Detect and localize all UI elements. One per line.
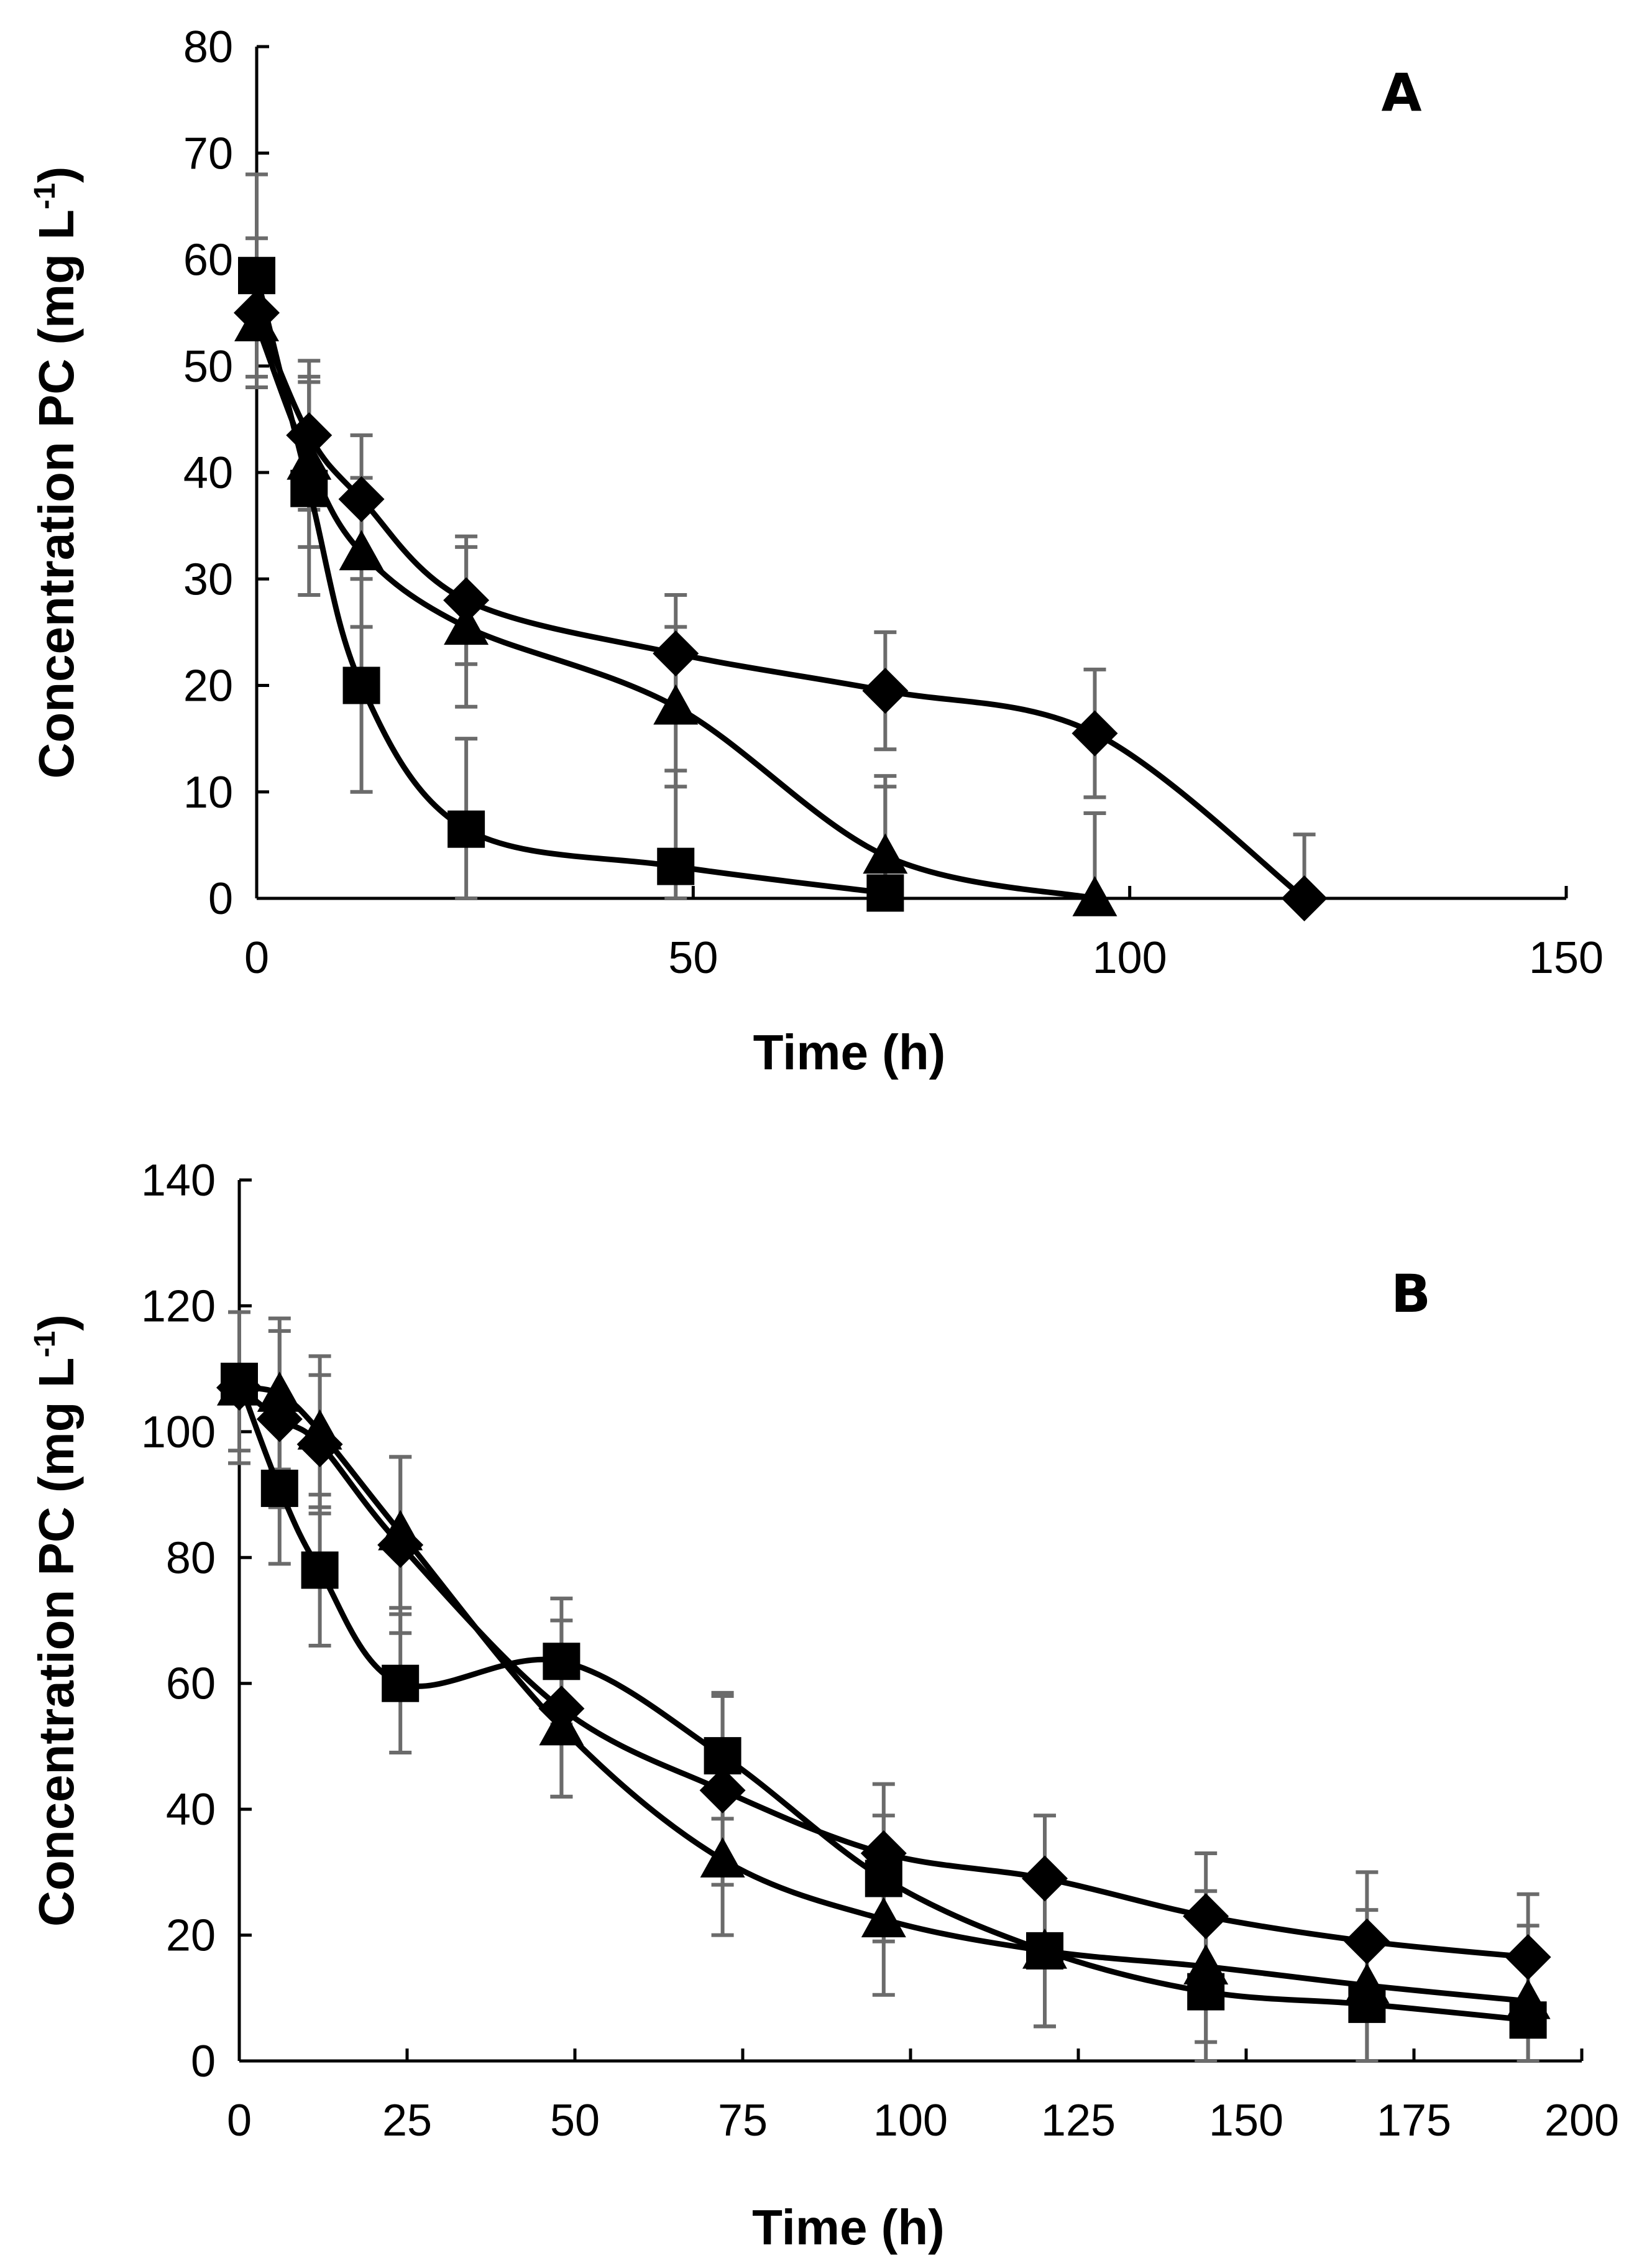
x-tick-label: 150 bbox=[1529, 933, 1604, 983]
x-tick-label: 175 bbox=[1377, 2096, 1451, 2145]
x-tick-label: 50 bbox=[550, 2096, 600, 2145]
diamond-point bbox=[443, 577, 490, 624]
square-point bbox=[657, 847, 695, 885]
x-tick-label: 75 bbox=[718, 2096, 768, 2145]
square-point bbox=[1348, 1985, 1386, 2023]
x-axis-label: Time (h) bbox=[753, 1025, 946, 1080]
square-point bbox=[543, 1643, 580, 1680]
y-tick-label: 40 bbox=[166, 1785, 216, 1835]
x-tick-label: 0 bbox=[244, 933, 269, 983]
x-tick-label: 25 bbox=[382, 2096, 432, 2145]
y-tick-label: 40 bbox=[183, 448, 233, 498]
triangle-point bbox=[287, 439, 332, 480]
triangle-point bbox=[339, 530, 384, 571]
triangle-point bbox=[444, 604, 489, 645]
triangle-point bbox=[1072, 876, 1117, 916]
diamond-point bbox=[1344, 1918, 1390, 1965]
panel-a: 0 10 20 30 40 50 60 70 80 0 50 100 150 Time (h) Concen… bbox=[29, 22, 1604, 1080]
x-tick-label: 125 bbox=[1041, 2096, 1116, 2145]
panel-title: A bbox=[1381, 62, 1421, 123]
y-axis-label: Concentration PC (mg L-1) bbox=[29, 167, 84, 779]
triangle-point bbox=[863, 833, 908, 874]
y-tick-label: 80 bbox=[183, 22, 233, 72]
diamond-point bbox=[1505, 1933, 1551, 1980]
y-tick-label: 0 bbox=[191, 2037, 216, 2086]
y-tick-label: 0 bbox=[208, 874, 233, 924]
diamond-point bbox=[1072, 710, 1118, 757]
triangle-point bbox=[234, 301, 279, 342]
series-line-triangle bbox=[239, 1385, 1529, 2004]
triangle-point bbox=[700, 1837, 745, 1878]
triangle-point bbox=[653, 684, 699, 725]
y-tick-label: 120 bbox=[141, 1281, 216, 1331]
x-tick-label: 150 bbox=[1209, 2096, 1283, 2145]
y-tick-label: 20 bbox=[183, 661, 233, 711]
square-point bbox=[382, 1664, 420, 1702]
y-tick-label: 60 bbox=[166, 1659, 216, 1709]
series-line-diamond bbox=[254, 311, 1306, 901]
y-tick-label: 10 bbox=[183, 768, 233, 818]
diamond-point bbox=[653, 630, 699, 677]
y-tick-label: 80 bbox=[166, 1533, 216, 1583]
diamond-point bbox=[1281, 875, 1328, 921]
square-point bbox=[447, 810, 485, 848]
square-point bbox=[865, 1860, 902, 1897]
panel-title: B bbox=[1391, 1263, 1431, 1324]
diamond-point bbox=[1022, 1855, 1068, 1902]
square-point bbox=[260, 1469, 298, 1507]
y-tick-label: 70 bbox=[183, 129, 233, 178]
square-point bbox=[704, 1737, 741, 1775]
diamond-point bbox=[286, 412, 333, 459]
square-point bbox=[290, 469, 328, 507]
triangle-point bbox=[861, 1897, 906, 1938]
x-tick-label: 200 bbox=[1544, 2096, 1619, 2145]
x-tick-label: 100 bbox=[1093, 933, 1167, 983]
y-tick-label: 140 bbox=[141, 1156, 216, 1205]
series-line-square bbox=[254, 275, 886, 896]
square-point bbox=[1187, 1973, 1225, 2011]
square-point bbox=[221, 1362, 258, 1400]
x-tick-label: 100 bbox=[873, 2096, 948, 2145]
x-tick-label: 50 bbox=[668, 933, 718, 983]
square-point bbox=[342, 666, 380, 704]
diamond-point bbox=[862, 668, 909, 714]
y-tick-label: 100 bbox=[141, 1408, 216, 1457]
triangle-point bbox=[257, 1371, 302, 1412]
x-tick-label: 0 bbox=[227, 2096, 252, 2145]
x-axis-label: Time (h) bbox=[752, 2200, 945, 2255]
y-tick-label: 20 bbox=[166, 1911, 216, 1961]
square-point bbox=[238, 257, 275, 295]
square-point bbox=[866, 874, 904, 912]
diamond-point bbox=[1183, 1893, 1229, 1940]
y-axis-label: Concentration PC (mg L-1) bbox=[29, 1314, 84, 1927]
diamond-point bbox=[699, 1767, 746, 1814]
square-point bbox=[1509, 2001, 1547, 2039]
panel-b: 0 20 40 60 80 100 120 140 0 25 50 75 100 125 150 175 200… bbox=[29, 1156, 1619, 2255]
triangle-point bbox=[297, 1409, 342, 1450]
y-tick-label: 60 bbox=[183, 236, 233, 285]
square-point bbox=[301, 1551, 339, 1589]
diamond-point bbox=[338, 476, 385, 522]
square-point bbox=[1026, 1932, 1063, 1970]
y-tick-label: 30 bbox=[183, 555, 233, 604]
series-line-diamond bbox=[237, 1385, 1529, 1960]
triangle-point bbox=[539, 1705, 584, 1746]
triangle-point bbox=[378, 1509, 423, 1551]
y-tick-label: 50 bbox=[183, 342, 233, 392]
